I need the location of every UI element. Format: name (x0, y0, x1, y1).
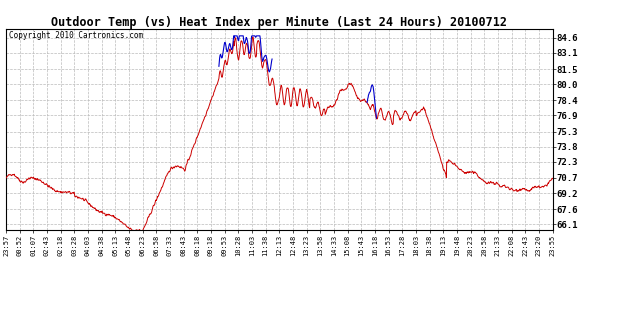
Text: Copyright 2010 Cartronics.com: Copyright 2010 Cartronics.com (9, 31, 143, 40)
Title: Outdoor Temp (vs) Heat Index per Minute (Last 24 Hours) 20100712: Outdoor Temp (vs) Heat Index per Minute … (51, 16, 507, 29)
